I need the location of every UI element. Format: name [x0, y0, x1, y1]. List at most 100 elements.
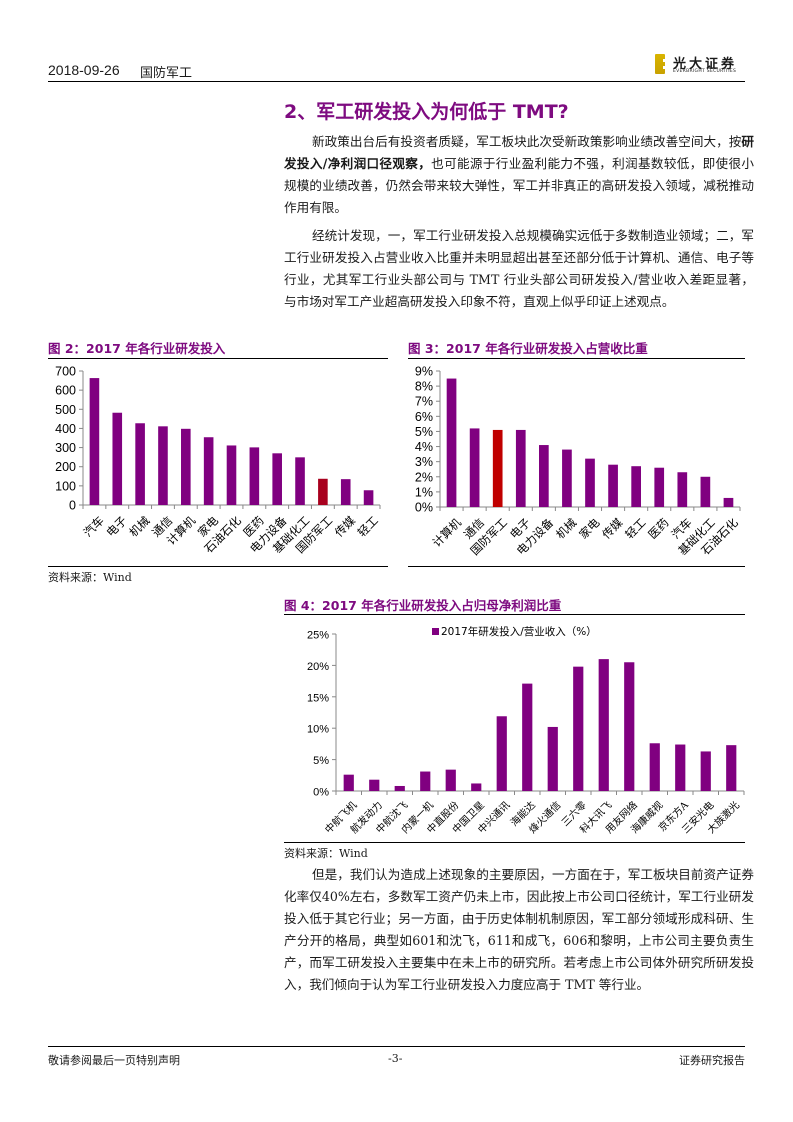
bar — [723, 497, 734, 507]
bar — [573, 666, 584, 791]
bar — [343, 774, 354, 791]
y-tick-label: 25% — [307, 630, 329, 642]
bar — [547, 726, 558, 791]
bar — [112, 412, 123, 505]
y-tick-label: 500 — [55, 403, 76, 417]
fig2-chart: 0 100 200 300 400 500 600 700 汽车 电子 机械 通信 计算机 家电 石油石化医… — [40, 362, 390, 567]
bar — [700, 476, 711, 507]
fig2-title: 图 2：2017 年各行业研发投入 — [48, 341, 226, 356]
bar — [135, 423, 145, 505]
bar — [226, 445, 237, 505]
bar — [420, 771, 431, 791]
y-tick-label: 7% — [415, 395, 433, 409]
p1-bold: 研发投入/净利润口径观察， — [284, 134, 754, 171]
bar — [598, 659, 609, 791]
x-category-label: 家电 — [576, 515, 603, 542]
legend-label: 2017年研发投入/营业收入（%） — [441, 625, 597, 638]
bar — [624, 662, 635, 791]
bar — [445, 769, 456, 791]
bar — [158, 426, 168, 505]
y-tick-label: 10% — [307, 724, 329, 736]
logo-mark-icon — [655, 54, 667, 74]
y-tick-label: 4% — [415, 440, 433, 454]
y-tick-label: 2% — [415, 470, 433, 484]
bar — [369, 779, 380, 791]
y-tick-label: 0 — [69, 499, 76, 513]
fig3-bottom-rule — [408, 566, 745, 567]
p2-text: 经统计发现，一，军工行业研发投入总规模确实远低于多数制造业领域；二，军工行业研发… — [284, 228, 754, 309]
page-number: -3- — [388, 1052, 403, 1065]
footer-disclaimer: 敬请参阅最后一页特别声明 — [48, 1054, 180, 1067]
y-tick-label: 8% — [415, 380, 433, 394]
p1-text-b: 也可能源于行业盈利能力不强，利润基数较低，即使很小规模的业绩改善，仍然会带来较大… — [284, 156, 754, 215]
bar — [496, 716, 507, 791]
bar — [394, 785, 405, 791]
paragraph-1: 新政策出台后有投资者质疑，军工板块此次受新政策影响业绩改善空间大，按研发投入/净… — [284, 131, 754, 219]
bar — [181, 428, 191, 505]
bar — [631, 466, 641, 507]
bar — [340, 479, 351, 505]
fig4-top-rule — [284, 614, 745, 615]
bar — [446, 378, 457, 507]
bar — [700, 751, 711, 791]
fig4-bottom-rule — [284, 842, 745, 843]
logo-en: EVERBRIGHT SECURITIES — [673, 69, 737, 74]
bar — [562, 449, 572, 507]
bar — [675, 744, 686, 791]
y-tick-label: 0% — [313, 787, 329, 799]
page-header: 2018-09-26 国防军工 光大证券 EVERBRIGHT SECURITI… — [48, 52, 745, 82]
x-category-label: 医药 — [645, 515, 671, 541]
bar — [272, 453, 282, 505]
bar — [89, 378, 100, 505]
report-sector: 国防军工 — [140, 66, 193, 81]
fig4-chart: 0% 5% 10% 15% 20% 25% 中航飞机 航发动力 中航沈飞 内蒙一机 中直股份 中国卫星… — [284, 617, 754, 842]
y-tick-label: 5% — [313, 755, 329, 767]
y-tick-label: 20% — [307, 661, 329, 673]
fig3-title: 图 3：2017 年各行业研发投入占营收比重 — [408, 341, 648, 356]
legend-swatch — [432, 628, 439, 635]
y-tick-label: 9% — [415, 365, 433, 379]
bar — [522, 683, 533, 791]
bar — [649, 743, 660, 791]
y-tick-label: 400 — [55, 422, 76, 436]
y-tick-label: 1% — [415, 485, 433, 499]
fig2-bottom-rule — [48, 566, 388, 567]
bar — [249, 447, 260, 505]
y-tick-label: 200 — [55, 460, 76, 474]
bar — [203, 437, 214, 505]
y-tick-label: 15% — [307, 692, 329, 704]
section-heading: 2、军工研发投入为何低于 TMT? — [284, 101, 569, 123]
paragraph-3: 但是，我们认为造成上述现象的主要原因，一方面在于，军工板块目前资产证券化率仅40… — [284, 864, 754, 996]
bar — [677, 472, 688, 507]
fig4-title: 图 4：2017 年各行业研发投入占归母净利润比重 — [284, 598, 562, 613]
bar — [318, 478, 328, 505]
bar — [726, 745, 737, 791]
bar — [295, 457, 305, 505]
x-category-label: 计算机 — [430, 515, 465, 550]
fig2-source: 资料来源：Wind — [48, 571, 132, 584]
bar — [654, 467, 665, 507]
y-tick-label: 700 — [55, 365, 76, 379]
p1-text-a: 新政策出台后有投资者质疑，军工板块此次受新政策影响业绩改善空间大，按 — [312, 134, 742, 149]
y-tick-label: 6% — [415, 410, 433, 424]
logo-cn: 光大证券 — [673, 57, 738, 72]
x-category-label: 传媒 — [599, 515, 626, 542]
fig3-chart: 0% 1% 2% 3% 4% 5% 6% 7% 8% 9% 计算机 通信 国防军工 电子 电力设备 机械 家电传… — [400, 362, 750, 567]
x-category-label: 汽车 — [81, 513, 107, 539]
y-tick-label: 3% — [415, 455, 433, 469]
bar — [471, 783, 482, 791]
x-category-label: 机械 — [553, 515, 580, 542]
y-tick-label: 600 — [55, 384, 76, 398]
y-tick-label: 5% — [415, 425, 433, 439]
x-category-label: 传媒 — [332, 513, 359, 540]
p3-text: 但是，我们认为造成上述现象的主要原因，一方面在于，军工板块目前资产证券化率仅40… — [284, 867, 754, 992]
y-tick-label: 300 — [55, 441, 76, 455]
bar — [585, 458, 595, 507]
fig2-top-rule — [48, 358, 388, 359]
y-tick-label: 100 — [55, 479, 76, 493]
bar — [539, 445, 549, 507]
bar — [492, 429, 503, 507]
x-category-label: 机械 — [126, 513, 153, 540]
footer-report-type: 证券研究报告 — [679, 1054, 745, 1067]
page-footer: 敬请参阅最后一页特别声明 -3- 证券研究报告 — [48, 1046, 745, 1067]
